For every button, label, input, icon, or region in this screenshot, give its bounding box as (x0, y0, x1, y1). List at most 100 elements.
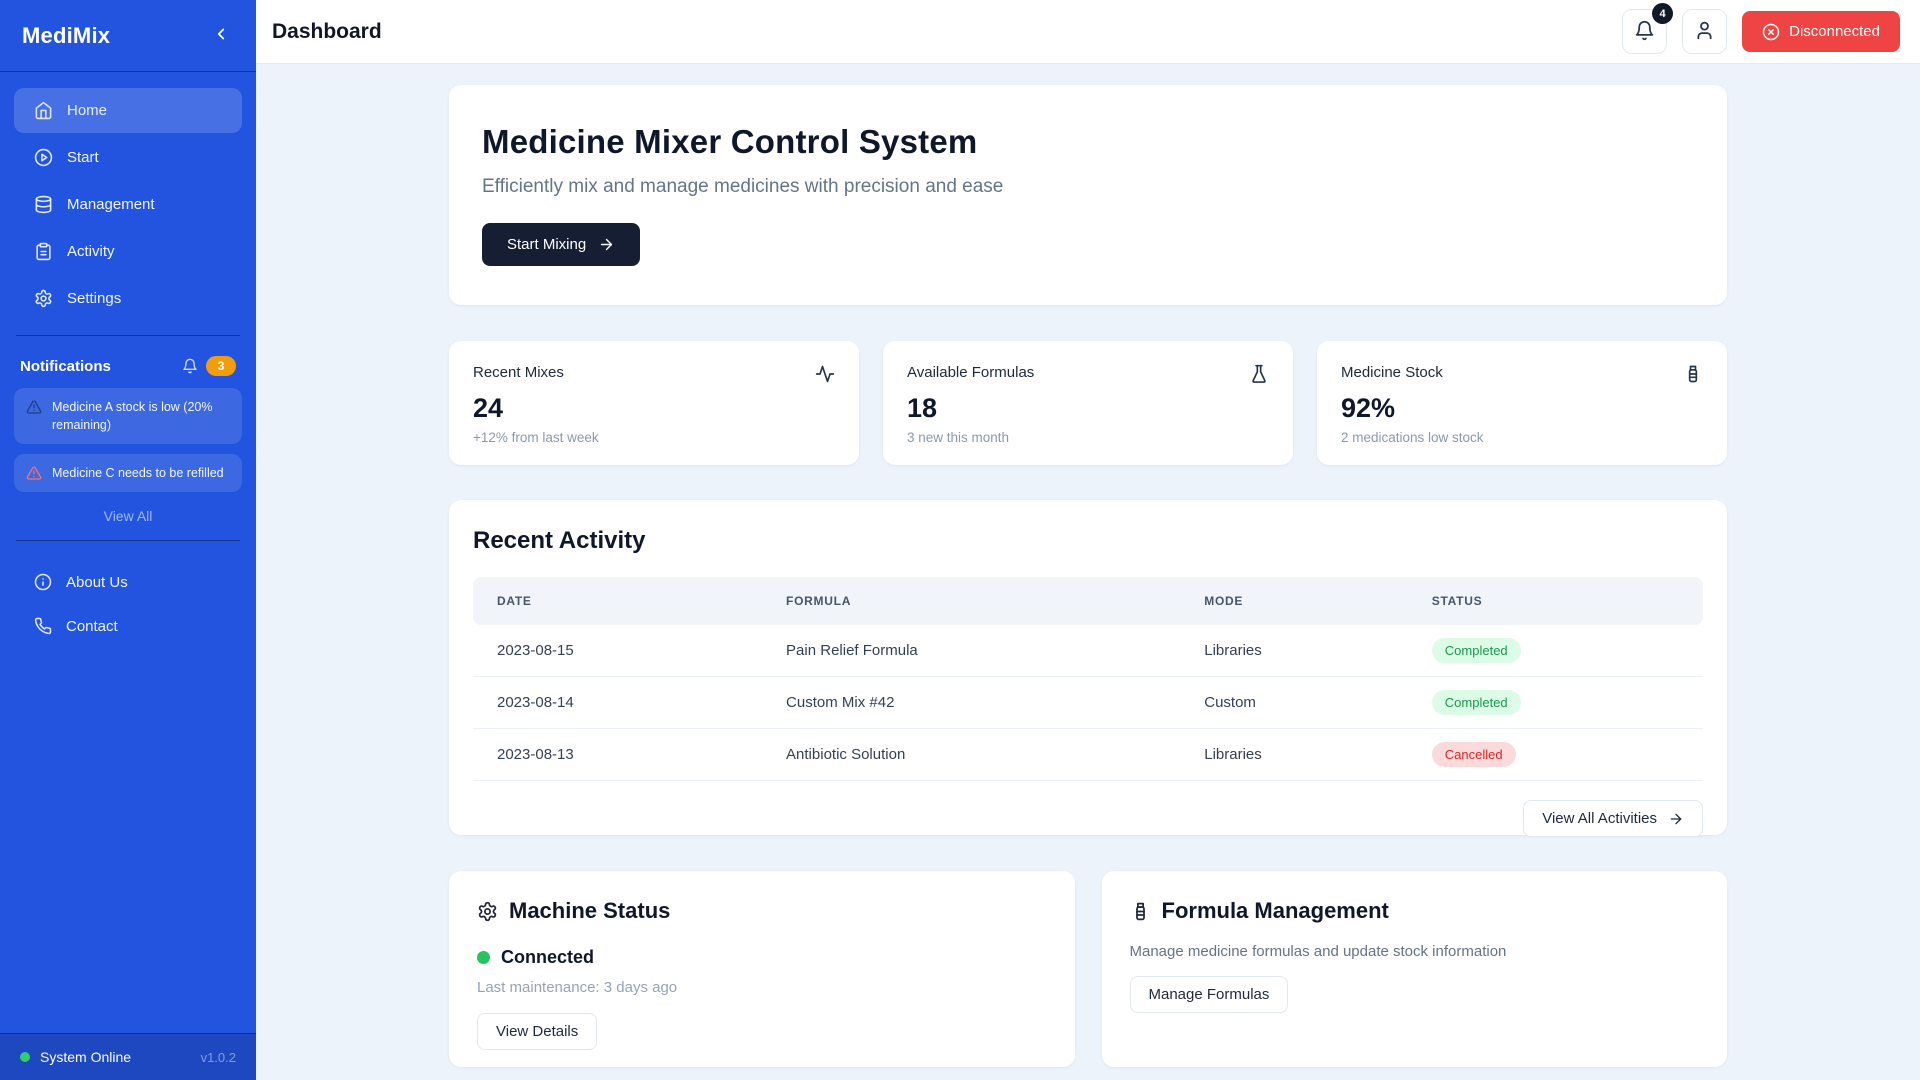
info-icon (34, 573, 52, 591)
sidebar-secondary-nav: About Us Contact (0, 547, 256, 663)
sidebar-collapse-button[interactable] (208, 21, 234, 50)
sidebar-item-label: Activity (67, 243, 115, 260)
notifications-button[interactable]: 4 (1622, 3, 1674, 54)
stat-label: Recent Mixes (473, 364, 564, 381)
user-profile-button[interactable] (1682, 9, 1728, 54)
top-bar: Dashboard 4 Disconnected (256, 0, 1920, 64)
stat-card-available-formulas: Available Formulas 18 3 new this month (883, 341, 1293, 465)
formula-management-description: Manage medicine formulas and update stoc… (1129, 943, 1507, 960)
cell-mode: Libraries (1180, 625, 1408, 677)
phone-icon (34, 617, 52, 635)
alert-triangle-icon (26, 399, 42, 434)
recent-activity-card: Recent Activity Date Formula Mode Status… (449, 500, 1727, 837)
stat-card-recent-mixes: Recent Mixes 24 +12% from last week (449, 341, 859, 465)
status-badge: Cancelled (1431, 742, 1516, 767)
stat-subtext: 2 medications low stock (1341, 430, 1484, 445)
sidebar: MediMix Home Start Management Activity S… (0, 0, 256, 1080)
header-notification-count-badge: 4 (1652, 3, 1674, 24)
divider (16, 335, 240, 336)
activity-table: Date Formula Mode Status 2023-08-15 Pain… (473, 577, 1703, 781)
recent-activity-title: Recent Activity (473, 527, 646, 554)
formula-management-card: Formula Management Manage medicine formu… (1101, 871, 1727, 1067)
manage-formulas-button[interactable]: Manage Formulas (1129, 976, 1289, 1013)
main-content: Medicine Mixer Control System Efficientl… (256, 64, 1920, 1080)
connection-status-badge[interactable]: Disconnected (1742, 11, 1900, 52)
notification-item[interactable]: Medicine A stock is low (20% remaining) (14, 388, 242, 445)
view-all-activities-button[interactable]: View All Activities (1523, 800, 1703, 837)
view-all-activities-label: View All Activities (1542, 810, 1657, 827)
view-all-notifications-link[interactable]: View All (103, 508, 153, 525)
bottom-panels: Machine Status Connected Last maintenanc… (449, 871, 1727, 1067)
cell-formula: Antibiotic Solution (762, 728, 1181, 781)
start-mixing-label: Start Mixing (507, 236, 587, 253)
column-header-status: Status (1407, 577, 1703, 625)
notifications-title: Notifications (20, 357, 111, 375)
table-row[interactable]: 2023-08-15 Pain Relief Formula Libraries… (473, 625, 1703, 677)
divider (16, 540, 240, 542)
hero-subtitle: Efficiently mix and manage medicines wit… (482, 176, 1004, 197)
view-details-button[interactable]: View Details (477, 1013, 598, 1050)
cell-formula: Custom Mix #42 (762, 676, 1181, 729)
sidebar-item-management[interactable]: Management (14, 182, 242, 227)
page-title: Dashboard (272, 19, 382, 43)
stat-subtext: +12% from last week (473, 430, 599, 445)
machine-status-card: Machine Status Connected Last maintenanc… (449, 871, 1075, 1067)
status-badge: Completed (1431, 690, 1521, 715)
notification-text: Medicine A stock is low (20% remaining) (52, 400, 213, 433)
stat-label: Available Formulas (907, 364, 1035, 381)
arrow-right-icon (1668, 811, 1684, 827)
app-version: v1.0.2 (200, 1049, 236, 1065)
cell-formula: Pain Relief Formula (762, 625, 1181, 677)
sidebar-item-label: Start (67, 149, 99, 166)
stat-value: 92% (1341, 393, 1396, 423)
sidebar-nav: Home Start Management Activity Settings (0, 72, 256, 329)
x-circle-icon (1762, 23, 1780, 41)
sidebar-footer: System Online v1.0.2 (0, 1033, 256, 1080)
flask-icon (1249, 364, 1269, 384)
sidebar-item-activity[interactable]: Activity (14, 229, 242, 274)
stat-card-medicine-stock: Medicine Stock 92% 2 medications low sto… (1317, 341, 1727, 465)
system-status-label: System Online (40, 1049, 132, 1065)
cell-mode: Libraries (1180, 728, 1408, 781)
bell-icon (1634, 20, 1655, 44)
stat-value: 24 (473, 393, 504, 423)
sidebar-item-label: Settings (67, 290, 122, 307)
sidebar-item-settings[interactable]: Settings (14, 276, 242, 321)
sidebar-item-home[interactable]: Home (14, 88, 242, 133)
sidebar-item-about-us[interactable]: About Us (14, 561, 242, 603)
sidebar-item-contact[interactable]: Contact (14, 605, 242, 647)
alert-triangle-icon (26, 465, 42, 482)
sidebar-item-label: Home (67, 102, 108, 119)
hero-card: Medicine Mixer Control System Efficientl… (449, 85, 1727, 305)
cell-date: 2023-08-15 (473, 625, 763, 677)
connected-status-dot (477, 951, 490, 964)
notification-count-badge: 3 (206, 356, 236, 376)
maintenance-info: Last maintenance: 3 days ago (477, 979, 678, 996)
sidebar-item-label: About Us (66, 573, 128, 591)
formula-management-title: Formula Management (1161, 898, 1389, 923)
stats-row: Recent Mixes 24 +12% from last week Avai… (449, 341, 1727, 465)
online-status-dot (20, 1052, 30, 1062)
connected-status-label: Connected (501, 947, 595, 967)
machine-status-title: Machine Status (509, 898, 671, 923)
home-icon (34, 101, 53, 120)
start-mixing-button[interactable]: Start Mixing (482, 223, 641, 266)
hero-title: Medicine Mixer Control System (482, 123, 978, 160)
play-circle-icon (34, 148, 53, 167)
arrow-right-icon (598, 236, 615, 253)
table-row[interactable]: 2023-08-13 Antibiotic Solution Libraries… (473, 728, 1703, 781)
chevron-left-icon (212, 25, 230, 46)
app-logo: MediMix (22, 22, 111, 48)
clipboard-icon (34, 242, 53, 261)
brand-row: MediMix (0, 0, 256, 72)
gear-icon (34, 289, 53, 308)
sidebar-item-label: Contact (66, 617, 118, 635)
notification-item[interactable]: Medicine C needs to be refilled (14, 454, 242, 493)
pill-bottle-icon (1683, 364, 1703, 384)
activity-icon (815, 364, 835, 384)
database-icon (34, 195, 53, 214)
sidebar-item-start[interactable]: Start (14, 135, 242, 180)
table-header-row: Date Formula Mode Status (473, 577, 1703, 625)
table-row[interactable]: 2023-08-14 Custom Mix #42 Custom Complet… (473, 676, 1703, 729)
column-header-formula: Formula (762, 577, 1181, 625)
